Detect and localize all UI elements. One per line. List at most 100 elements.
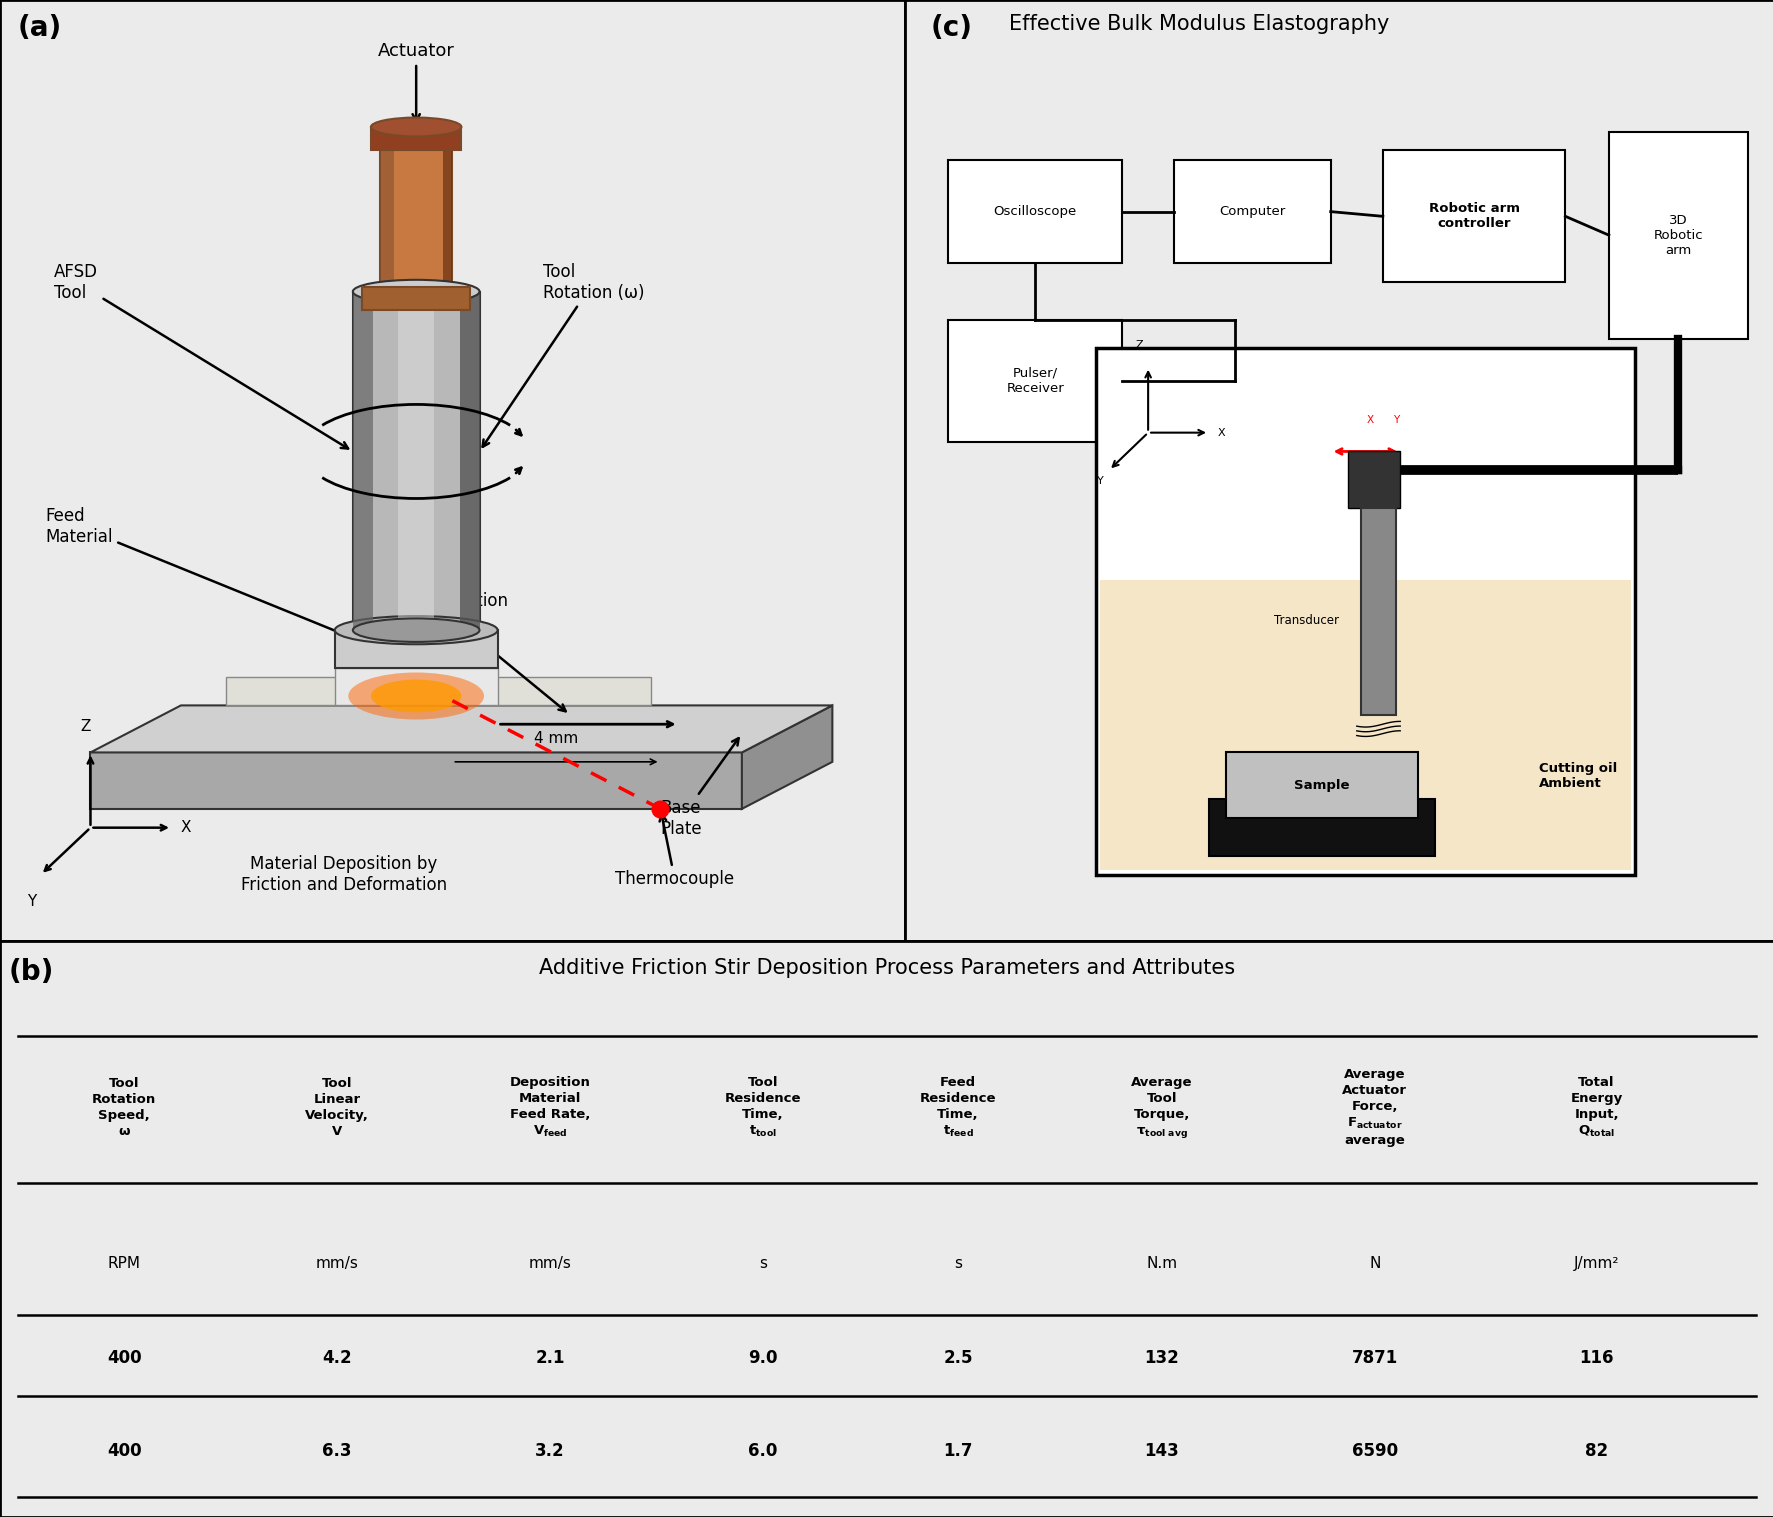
Bar: [459, 291, 479, 630]
Bar: [1225, 752, 1417, 818]
Text: Tensile Samples Machined Along X
Direction (Tool Traverse Direction): Tensile Samples Machined Along X Directi…: [1018, 957, 1355, 998]
Text: Y: Y: [1392, 416, 1399, 425]
Ellipse shape: [353, 619, 479, 642]
Text: Effective Bulk Modulus Elastography: Effective Bulk Modulus Elastography: [1009, 14, 1388, 33]
Bar: [1608, 132, 1746, 338]
Bar: [1374, 1245, 1512, 1344]
Text: Feed
Residence
Time,
$\mathbf{t_{feed}}$: Feed Residence Time, $\mathbf{t_{feed}}$: [918, 1076, 996, 1139]
Text: X: X: [1390, 1088, 1402, 1106]
Text: Total
Energy
Input,
$\mathbf{Q_{total}}$: Total Energy Input, $\mathbf{Q_{total}}$: [1569, 1076, 1622, 1139]
Text: J/mm²: J/mm²: [1573, 1256, 1619, 1271]
Text: Oscilloscope: Oscilloscope: [993, 205, 1076, 218]
Text: Average
Actuator
Force,
$\mathbf{F_{actuator}}$
average: Average Actuator Force, $\mathbf{F_{actu…: [1342, 1068, 1406, 1147]
Bar: [1347, 452, 1399, 508]
Bar: [379, 150, 394, 291]
Bar: [1018, 1361, 1156, 1459]
Text: 4 mm: 4 mm: [534, 731, 578, 746]
Ellipse shape: [335, 616, 496, 645]
Text: Average
Tool
Torque,
$\mathbf{\tau_{tool\ avg}}$: Average Tool Torque, $\mathbf{\tau_{tool…: [1131, 1076, 1191, 1139]
Text: Tool Translation
Movement: Tool Translation Movement: [379, 592, 566, 711]
Text: (d): (d): [931, 957, 975, 986]
Text: Feed
Material: Feed Material: [46, 507, 374, 648]
Text: 1.7: 1.7: [943, 1441, 972, 1459]
Bar: [1191, 1245, 1330, 1344]
Text: 7871: 7871: [1351, 1350, 1397, 1367]
Text: mm/s: mm/s: [316, 1256, 358, 1271]
Bar: [1374, 1361, 1512, 1459]
Text: 3D
Robotic
arm: 3D Robotic arm: [1652, 214, 1702, 256]
Text: Deposition
Material
Feed Rate,
$\mathbf{V_{feed}}$: Deposition Material Feed Rate, $\mathbf{…: [509, 1076, 590, 1139]
Bar: [947, 159, 1121, 264]
Bar: [362, 287, 470, 311]
Text: 6590: 6590: [1351, 1441, 1397, 1459]
Text: 400: 400: [106, 1350, 142, 1367]
FancyBboxPatch shape: [335, 630, 496, 667]
Bar: [1096, 347, 1635, 875]
Bar: [379, 150, 452, 291]
Bar: [1099, 581, 1629, 869]
Text: 143: 143: [1144, 1441, 1179, 1459]
Text: Z: Z: [1193, 1123, 1206, 1141]
Text: N.m: N.m: [1145, 1256, 1177, 1271]
Text: 82: 82: [1583, 1441, 1608, 1459]
Ellipse shape: [353, 279, 479, 303]
Text: Z: Z: [82, 719, 90, 734]
Text: X: X: [181, 821, 191, 836]
Bar: [353, 291, 372, 630]
FancyBboxPatch shape: [1009, 1200, 1668, 1465]
Polygon shape: [90, 705, 832, 752]
Bar: [353, 291, 479, 630]
Text: s: s: [954, 1256, 961, 1271]
Text: N: N: [1369, 1256, 1379, 1271]
Bar: [443, 150, 452, 291]
Text: Material Deposition by
Friction and Deformation: Material Deposition by Friction and Defo…: [241, 856, 447, 894]
Text: 132: 132: [1144, 1350, 1179, 1367]
Text: RPM: RPM: [108, 1256, 140, 1271]
Text: Base
Plate: Base Plate: [660, 739, 738, 837]
Text: 6.0: 6.0: [748, 1441, 777, 1459]
Text: Robotic arm
controller: Robotic arm controller: [1427, 202, 1519, 231]
Text: Z: Z: [1135, 340, 1142, 350]
Text: Tool
Linear
Velocity,
$\mathbf{V}$: Tool Linear Velocity, $\mathbf{V}$: [305, 1077, 369, 1138]
Bar: [1383, 150, 1564, 282]
Text: Actuator: Actuator: [378, 42, 454, 121]
Text: (c): (c): [931, 14, 972, 42]
Text: 3.2: 3.2: [535, 1441, 564, 1459]
Bar: [1360, 508, 1395, 715]
Bar: [397, 291, 434, 630]
Ellipse shape: [371, 118, 461, 137]
Text: Y: Y: [1096, 476, 1103, 487]
Bar: [1539, 1245, 1677, 1344]
Text: 400: 400: [106, 1441, 142, 1459]
Text: X: X: [1365, 416, 1372, 425]
Text: Sample: Sample: [1294, 778, 1349, 792]
Bar: [1174, 159, 1330, 264]
Text: (b): (b): [9, 957, 55, 986]
Text: 2.1: 2.1: [535, 1350, 564, 1367]
Polygon shape: [227, 677, 651, 705]
Text: (a): (a): [18, 14, 62, 42]
Polygon shape: [90, 752, 741, 809]
Text: 116: 116: [1578, 1350, 1613, 1367]
Text: Transducer: Transducer: [1273, 614, 1339, 627]
Text: Tool
Rotation
Speed,
$\mathbf{\omega}$: Tool Rotation Speed, $\mathbf{\omega}$: [92, 1077, 156, 1138]
Bar: [1539, 1361, 1677, 1459]
Bar: [1209, 799, 1434, 856]
Text: 6.3: 6.3: [323, 1441, 351, 1459]
Text: 9.0: 9.0: [748, 1350, 777, 1367]
Text: Tool
Rotation (ω): Tool Rotation (ω): [482, 262, 644, 448]
Text: Tool
Residence
Time,
$\mathbf{t_{tool}}$: Tool Residence Time, $\mathbf{t_{tool}}$: [723, 1076, 801, 1139]
Text: s: s: [759, 1256, 766, 1271]
Text: 4.2: 4.2: [323, 1350, 351, 1367]
Bar: [371, 127, 461, 150]
Text: Additive Friction Stir Deposition Process Parameters and Attributes: Additive Friction Stir Deposition Proces…: [539, 957, 1234, 978]
Text: Pulser/
Receiver: Pulser/ Receiver: [1005, 367, 1064, 394]
Text: Thermocouple: Thermocouple: [615, 815, 734, 889]
Text: Computer: Computer: [1218, 205, 1285, 218]
Text: 2.5: 2.5: [943, 1350, 972, 1367]
Ellipse shape: [371, 680, 461, 713]
Text: mm/s: mm/s: [528, 1256, 571, 1271]
FancyBboxPatch shape: [895, 1130, 1773, 1517]
Text: AFSD
Tool: AFSD Tool: [55, 262, 348, 449]
Polygon shape: [741, 705, 832, 809]
